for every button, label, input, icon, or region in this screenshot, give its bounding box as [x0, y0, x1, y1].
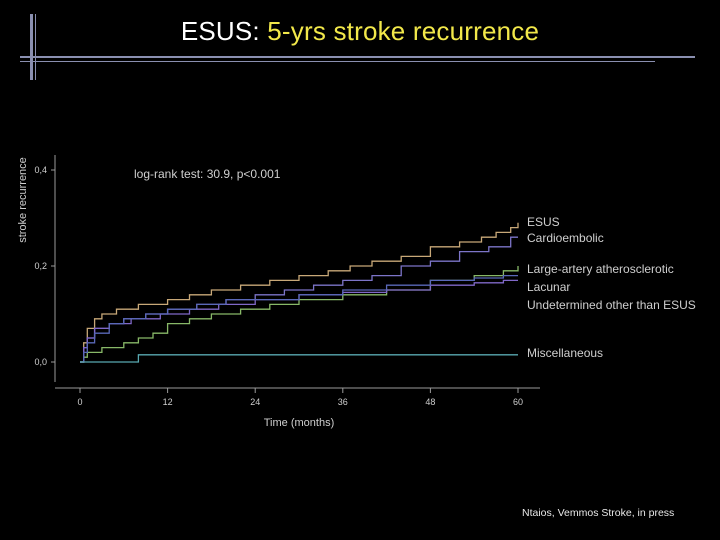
series-line-5 — [80, 354, 518, 363]
legend-label-2: Large-artery atherosclerotic — [527, 262, 674, 276]
x-tick-label: 60 — [513, 397, 523, 407]
deco-vertical-line-left — [30, 14, 33, 80]
y-tick-label: 0,0 — [34, 357, 47, 367]
y-tick-label: 0,4 — [34, 165, 47, 175]
legend-label-3: Lacunar — [527, 280, 570, 294]
x-tick-label: 12 — [163, 397, 173, 407]
deco-horizontal-line-bottom — [20, 61, 655, 62]
title-highlight: 5-yrs stroke recurrence — [267, 16, 540, 46]
series-line-4 — [80, 274, 518, 363]
deco-horizontal-line-top — [20, 56, 695, 58]
series-line-0 — [80, 222, 519, 363]
legend-label-5: Miscellaneous — [527, 346, 603, 360]
legend-label-4: Undetermined other than ESUS — [527, 298, 696, 312]
x-axis-label: Time (months) — [264, 417, 335, 429]
x-tick-label: 48 — [425, 397, 435, 407]
legend-label-0: ESUS — [527, 215, 560, 229]
x-tick-label: 0 — [77, 397, 82, 407]
deco-vertical-line-right — [35, 14, 36, 80]
legend-label-1: Cardioembolic — [527, 231, 604, 245]
y-tick-label: 0,2 — [34, 261, 47, 271]
title-prefix: ESUS: — [180, 16, 268, 46]
x-tick-label: 36 — [338, 397, 348, 407]
slide-title: ESUS: 5-yrs stroke recurrence — [0, 16, 720, 47]
x-tick-label: 24 — [250, 397, 260, 407]
citation-credit: Ntaios, Vemmos Stroke, in press — [522, 507, 675, 519]
log-rank-annotation: log-rank test: 30.9, p<0.001 — [134, 167, 281, 181]
series-line-3 — [80, 279, 518, 363]
y-axis-label: stroke recurrence — [17, 157, 29, 243]
